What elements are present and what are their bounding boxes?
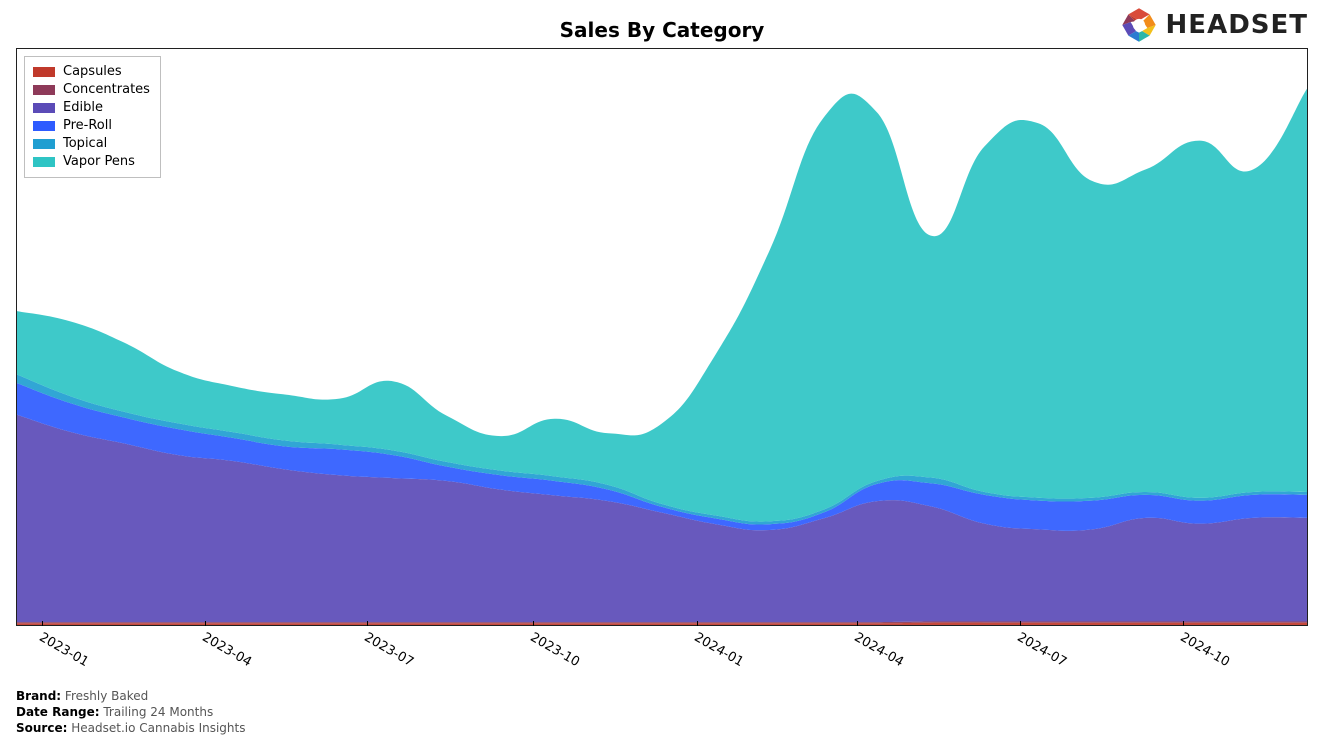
meta-brand-value: Freshly Baked xyxy=(65,689,148,703)
chart-metadata: Brand: Freshly Baked Date Range: Trailin… xyxy=(16,688,245,736)
stacked-area-svg xyxy=(17,49,1307,625)
xtick-label: 2023-10 xyxy=(527,630,582,670)
legend-swatch-icon xyxy=(33,157,55,167)
legend-label: Pre-Roll xyxy=(63,117,112,135)
meta-brand-row: Brand: Freshly Baked xyxy=(16,688,245,704)
figure: Sales By Category HEADSET CapsulesConcen… xyxy=(0,0,1324,743)
legend-label: Capsules xyxy=(63,63,122,81)
x-axis: 2023-01 2023-04 2023-07 2023-10 2024-01 2024-… xyxy=(16,626,1308,676)
chart-plot-area xyxy=(16,48,1308,626)
legend-item: Vapor Pens xyxy=(33,153,150,171)
xtick-label: 2024-01 xyxy=(691,630,746,670)
xtick-label: 2023-01 xyxy=(36,630,91,670)
xtick-mark xyxy=(205,621,206,626)
legend-item: Edible xyxy=(33,99,150,117)
xtick-label: 2024-07 xyxy=(1014,630,1069,670)
headset-logo-icon xyxy=(1120,6,1158,44)
legend-label: Edible xyxy=(63,99,103,117)
legend-item: Capsules xyxy=(33,63,150,81)
legend-swatch-icon xyxy=(33,121,55,131)
meta-source-label: Source: xyxy=(16,721,67,735)
brand-logo: HEADSET xyxy=(1120,6,1308,44)
meta-source-row: Source: Headset.io Cannabis Insights xyxy=(16,720,245,736)
xtick-mark xyxy=(42,621,43,626)
meta-range-label: Date Range: xyxy=(16,705,100,719)
legend-item: Topical xyxy=(33,135,150,153)
legend-swatch-icon xyxy=(33,103,55,113)
legend-swatch-icon xyxy=(33,85,55,95)
meta-range-value: Trailing 24 Months xyxy=(103,705,213,719)
legend: CapsulesConcentratesEdiblePre-RollTopica… xyxy=(24,56,161,178)
xtick-mark xyxy=(367,621,368,626)
legend-label: Topical xyxy=(63,135,107,153)
xtick-label: 2024-10 xyxy=(1177,630,1232,670)
xtick-mark xyxy=(857,621,858,626)
legend-item: Pre-Roll xyxy=(33,117,150,135)
xtick-label: 2023-07 xyxy=(362,630,417,670)
meta-range-row: Date Range: Trailing 24 Months xyxy=(16,704,245,720)
xtick-label: 2024-04 xyxy=(852,630,907,670)
legend-swatch-icon xyxy=(33,139,55,149)
meta-brand-label: Brand: xyxy=(16,689,61,703)
brand-logo-text: HEADSET xyxy=(1166,10,1308,40)
meta-source-value: Headset.io Cannabis Insights xyxy=(71,721,245,735)
legend-swatch-icon xyxy=(33,67,55,77)
legend-label: Concentrates xyxy=(63,81,150,99)
xtick-mark xyxy=(697,621,698,626)
xtick-label: 2023-04 xyxy=(199,630,254,670)
xtick-mark xyxy=(1183,621,1184,626)
xtick-mark xyxy=(1020,621,1021,626)
legend-label: Vapor Pens xyxy=(63,153,135,171)
xtick-mark xyxy=(533,621,534,626)
legend-item: Concentrates xyxy=(33,81,150,99)
